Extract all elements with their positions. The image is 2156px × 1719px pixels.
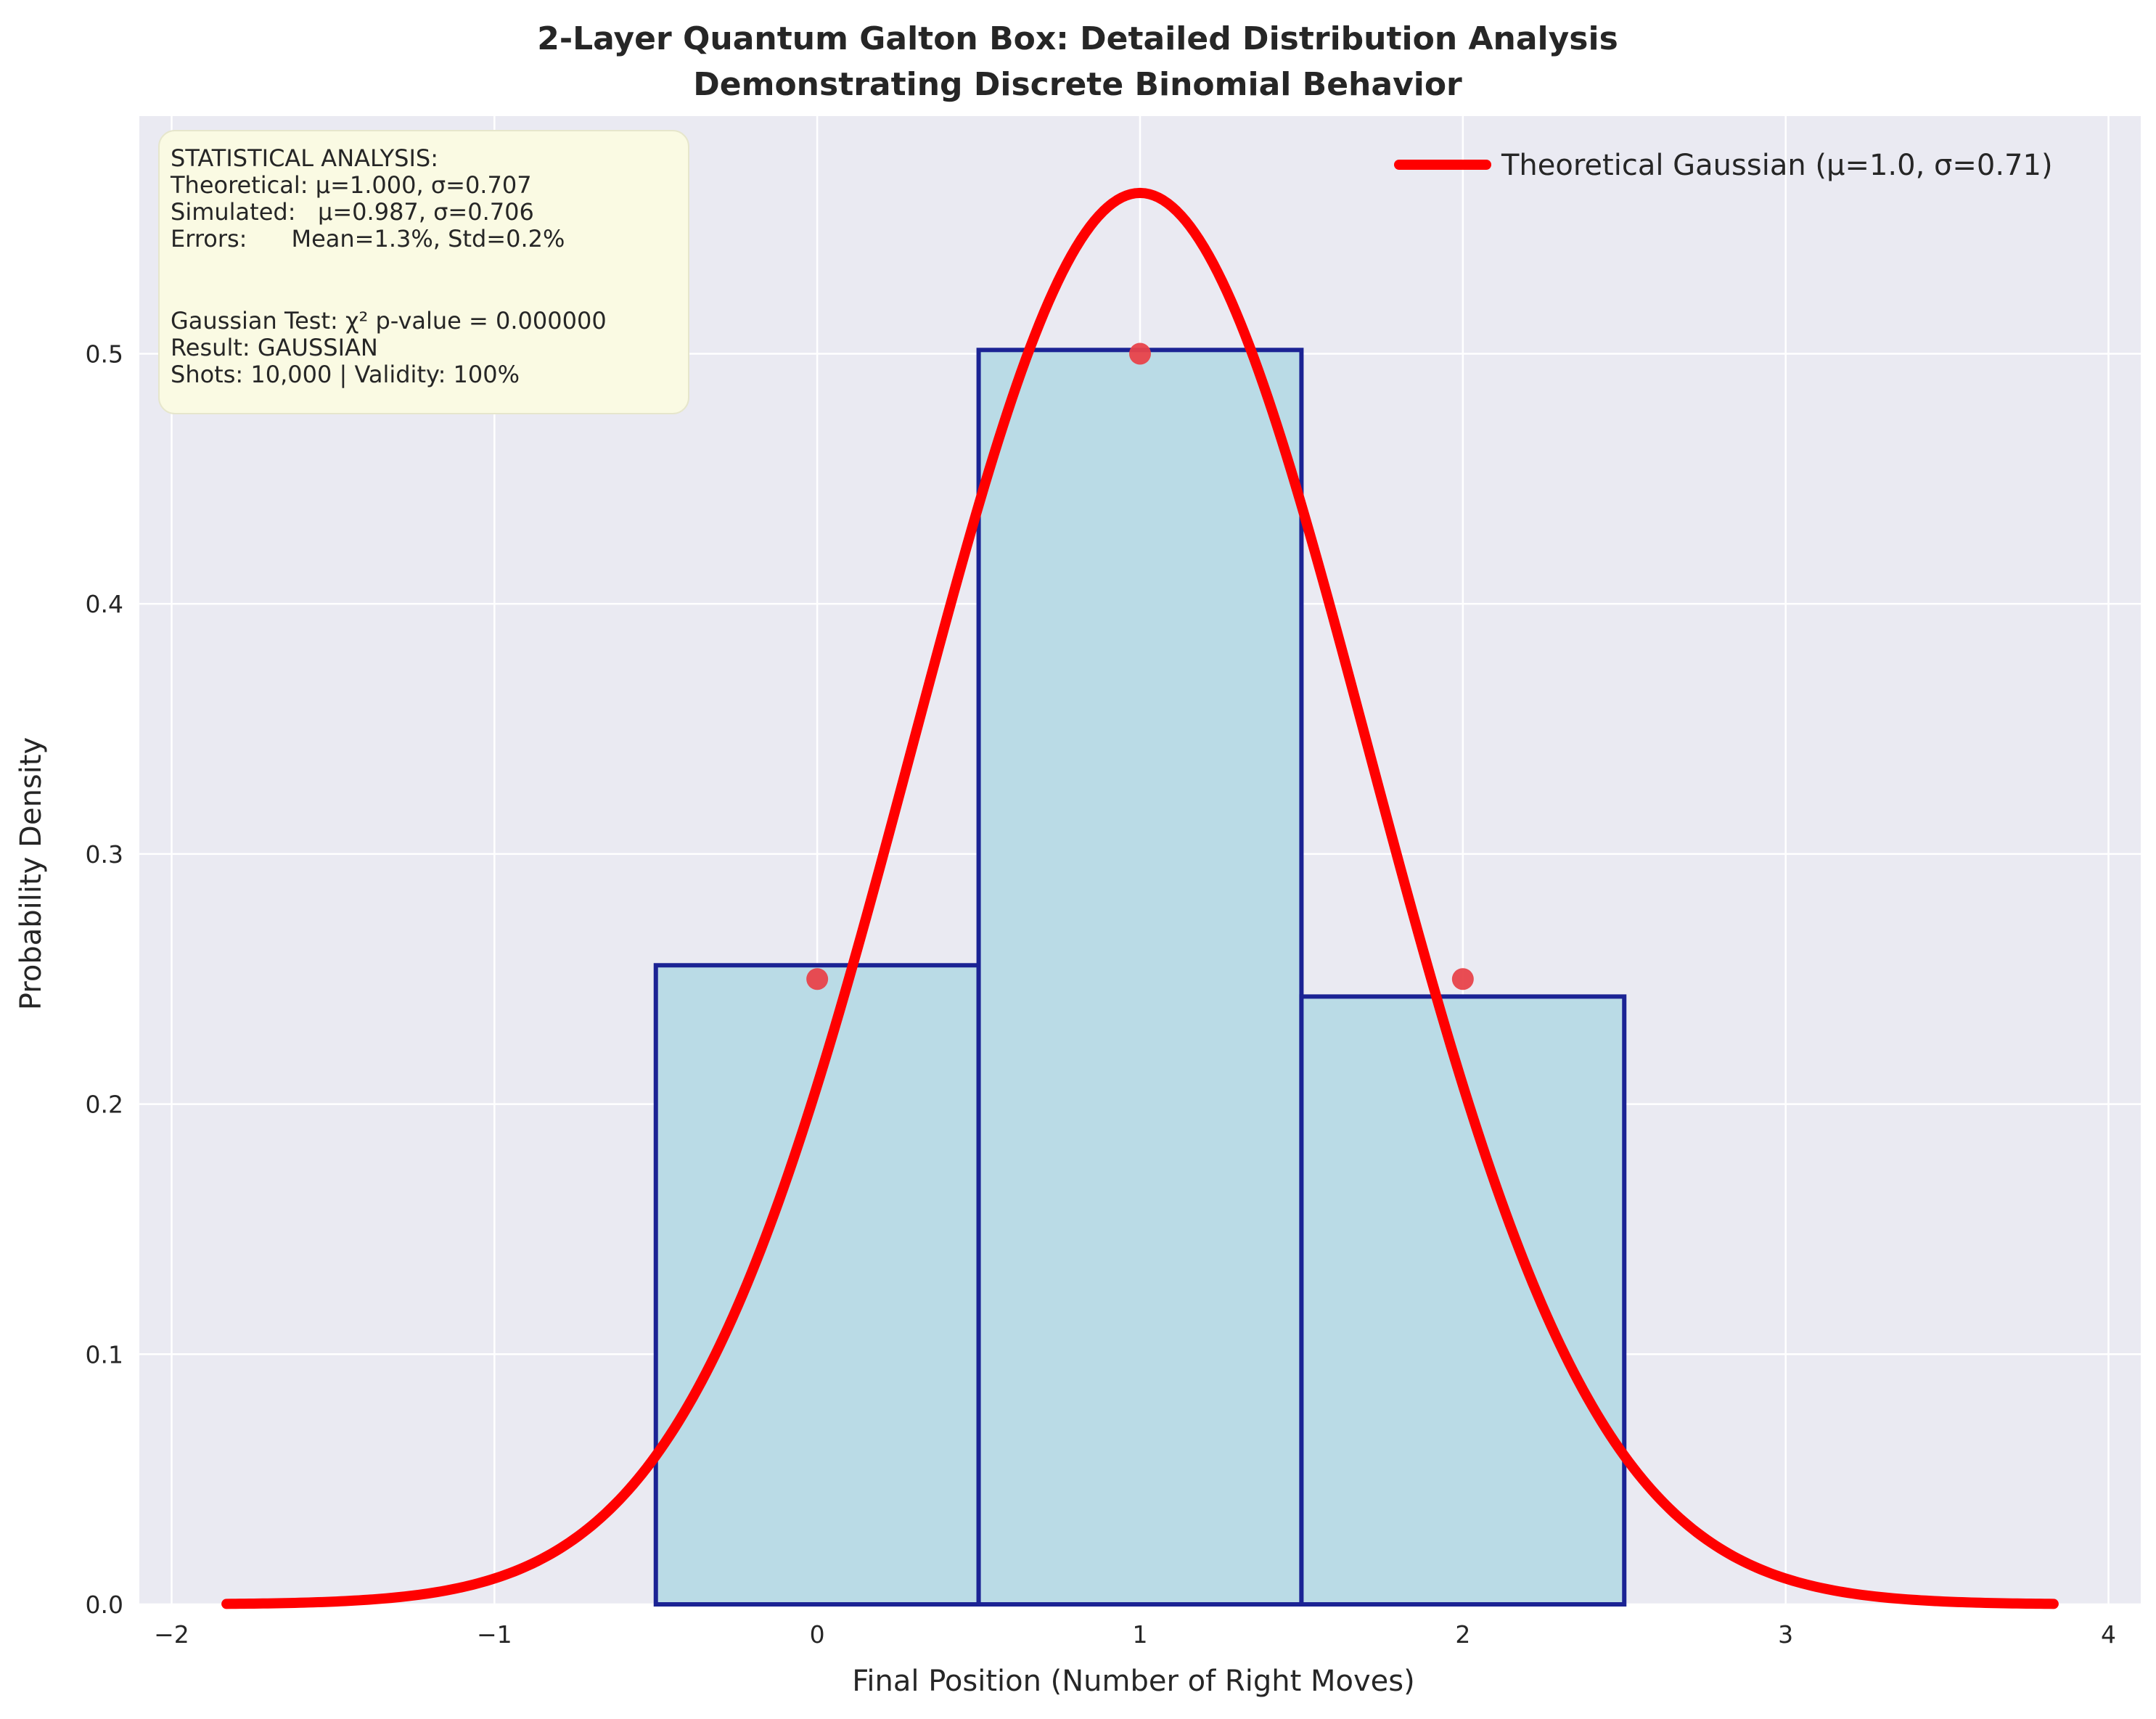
histogram-bar — [653, 963, 981, 1607]
y-axis-label: Probability Density — [15, 737, 48, 1010]
x-tick-label: 1 — [1133, 1620, 1148, 1649]
tick-labels: −2 −1 0 1 2 3 4 0.0 0.1 0.2 0.3 0.4 0.5 — [86, 340, 2117, 1649]
theoretical-point — [1129, 342, 1151, 365]
y-tick-label: 0.1 — [86, 1340, 123, 1369]
y-tick-label: 0.3 — [86, 840, 123, 869]
stats-line-3: Simulated: μ=0.987, σ=0.706 — [171, 198, 534, 226]
x-tick-label: −1 — [477, 1620, 512, 1649]
theoretical-point — [1451, 968, 1474, 990]
legend: Theoretical Gaussian (μ=1.0, σ=0.71) — [1394, 149, 2053, 182]
stats-line-6: Gaussian Test: χ² p-value = 0.000000 — [171, 307, 607, 335]
legend-label: Theoretical Gaussian (μ=1.0, σ=0.71) — [1501, 149, 2053, 182]
x-axis-label: Final Position (Number of Right Moves) — [852, 1665, 1414, 1698]
y-tick-label: 0.2 — [86, 1091, 123, 1119]
theoretical-point — [806, 968, 829, 990]
y-tick-label: 0.4 — [86, 590, 123, 618]
y-tick-label: 0.5 — [86, 340, 123, 368]
stats-box: STATISTICAL ANALYSIS: Theoretical: μ=1.0… — [158, 130, 689, 414]
stats-line-4: Errors: Mean=1.3%, Std=0.2% — [171, 225, 565, 253]
gaussian-curve-layer — [221, 187, 2059, 1609]
stats-line-2: Theoretical: μ=1.000, σ=0.707 — [170, 171, 532, 199]
x-tick-label: 4 — [2101, 1620, 2116, 1649]
gaussian-curve — [221, 187, 2059, 1609]
stats-line-1: STATISTICAL ANALYSIS: — [171, 144, 438, 172]
stats-line-7: Result: GAUSSIAN — [171, 334, 378, 361]
x-tick-label: 3 — [1778, 1620, 1793, 1649]
y-tick-label: 0.0 — [86, 1591, 123, 1619]
x-tick-label: 0 — [810, 1620, 825, 1649]
x-tick-label: 2 — [1455, 1620, 1470, 1649]
histogram-bar — [976, 348, 1304, 1607]
stats-box-background — [158, 130, 689, 414]
x-tick-label: −2 — [154, 1620, 189, 1649]
chart-title-line-1: 2-Layer Quantum Galton Box: Detailed Dis… — [537, 20, 1618, 57]
chart-title-line-2: Demonstrating Discrete Binomial Behavior — [693, 66, 1462, 103]
theoretical-points — [806, 342, 1474, 990]
stats-line-8: Shots: 10,000 | Validity: 100% — [171, 361, 520, 388]
